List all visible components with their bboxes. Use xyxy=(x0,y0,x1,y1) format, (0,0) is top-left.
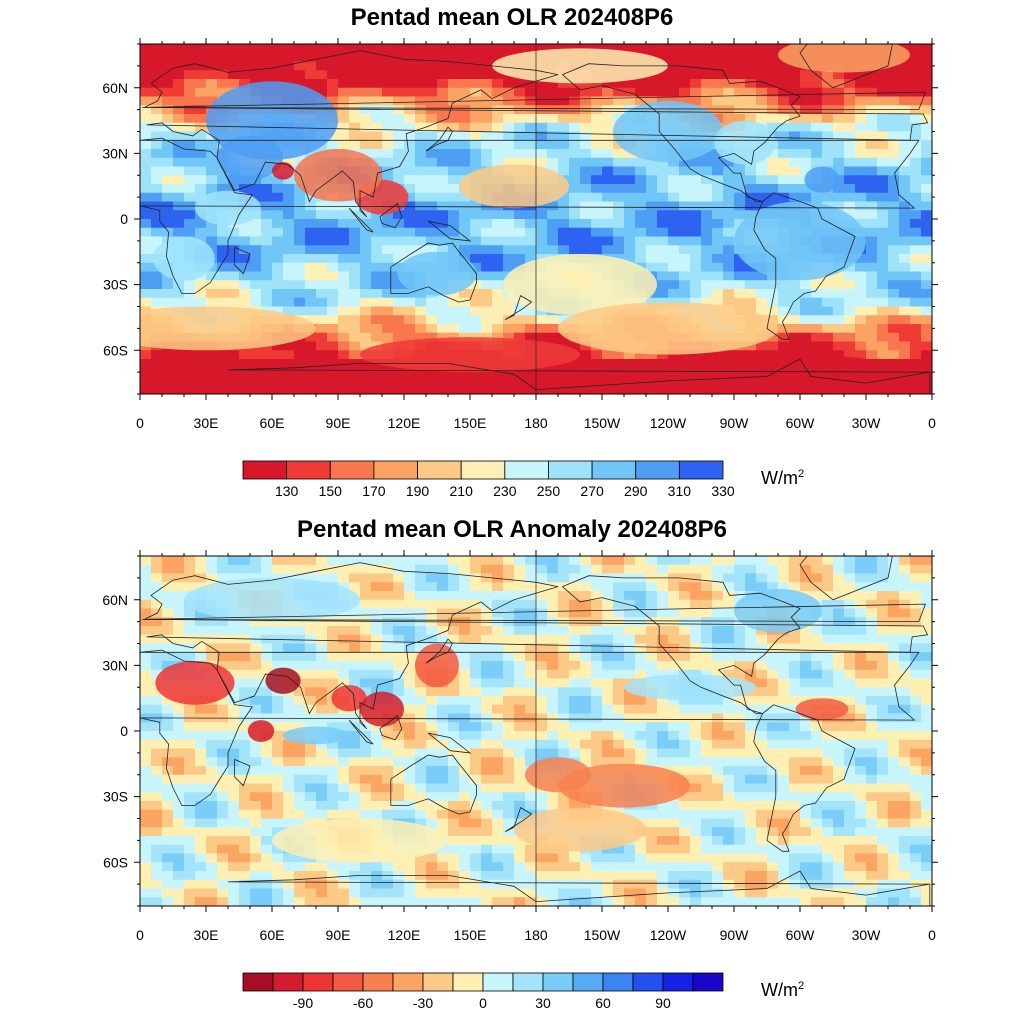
lon-tick-label: 30W xyxy=(852,415,882,431)
lon-tick-label: 150E xyxy=(454,927,487,943)
colorbar-swatch xyxy=(332,972,364,992)
lat-tick-label: 30N xyxy=(102,657,128,673)
colorbar-swatch xyxy=(632,972,664,992)
colorbar-label: -90 xyxy=(293,995,313,1011)
colorbar-label: 130 xyxy=(275,483,299,499)
lat-tick-label: 60S xyxy=(103,342,128,358)
colorbar-label: 0 xyxy=(479,995,487,1011)
colorbar-swatch xyxy=(422,972,454,992)
colorbar-swatch xyxy=(302,972,334,992)
colorbar-swatch xyxy=(242,972,274,992)
lon-tick-label: 30W xyxy=(852,927,882,943)
lon-tick-label: 90W xyxy=(720,415,750,431)
colorbar-swatch xyxy=(373,460,418,480)
colorbar-swatch xyxy=(635,460,680,480)
lon-tick-label: 60E xyxy=(260,927,285,943)
colorbar-label: 210 xyxy=(450,483,474,499)
colorbar-label: 90 xyxy=(655,995,671,1011)
lon-tick-label: 180 xyxy=(524,927,548,943)
lon-tick-label: 180 xyxy=(524,415,548,431)
lon-tick-label: 30E xyxy=(194,415,219,431)
lat-tick-label: 60N xyxy=(102,80,128,96)
lat-tick-label: 30N xyxy=(102,145,128,161)
colorbar-swatch xyxy=(482,972,514,992)
colorbar-swatch xyxy=(602,972,634,992)
lat-tick-label: 30S xyxy=(103,789,128,805)
colorbar-label: 30 xyxy=(535,995,551,1011)
colorbar-swatch xyxy=(678,460,724,480)
lon-tick-label: 60E xyxy=(260,415,285,431)
lon-tick-label: 120E xyxy=(388,415,421,431)
lon-tick-label: 150W xyxy=(584,927,621,943)
colorbar-swatch xyxy=(542,972,574,992)
colorbar-label: 270 xyxy=(580,483,604,499)
colorbar-swatch xyxy=(460,460,506,480)
colorbar-swatch xyxy=(692,972,724,992)
colorbar-label: 170 xyxy=(362,483,386,499)
lon-tick-label: 0 xyxy=(928,927,936,943)
map-title-olr-anomaly: Pentad mean OLR Anomaly 202408P6 xyxy=(297,516,727,543)
colorbar-swatch xyxy=(392,972,424,992)
olr-map-panel: 0 30E 60E 90E 120E 150E 180 150W 120W 90W 60W 30W 0 6… xyxy=(102,38,938,499)
colorbar-label: -30 xyxy=(413,995,433,1011)
colorbar-label: 190 xyxy=(406,483,430,499)
colorbar-swatch xyxy=(452,972,484,992)
lon-tick-label: 120W xyxy=(650,415,687,431)
lon-tick-label: 0 xyxy=(136,415,144,431)
colorbar-unit-olr: W/m2 xyxy=(761,468,805,488)
colorbar-swatch xyxy=(329,460,375,480)
colorbar-unit-olr-anomaly: W/m2 xyxy=(761,980,805,1000)
lat-tick-label: 60S xyxy=(103,854,128,870)
lon-tick-label: 60W xyxy=(786,927,816,943)
colorbar-swatch xyxy=(286,460,331,480)
lon-tick-label: 30E xyxy=(194,927,219,943)
colorbar-swatch xyxy=(242,460,288,480)
colorbar-label: 330 xyxy=(711,483,735,499)
lat-tick-label: 0 xyxy=(120,723,128,739)
colorbar-swatch xyxy=(512,972,544,992)
lat-tick-label: 30S xyxy=(103,277,128,293)
lon-tick-label: 90E xyxy=(326,415,351,431)
lon-tick-label: 90W xyxy=(720,927,750,943)
olr-anomaly-map-panel: 0 30E 60E 90E 120E 150E 180 150W 120W 90W 60W 30W 0 6… xyxy=(102,550,938,1011)
lon-tick-label: 150W xyxy=(584,415,621,431)
lon-tick-label: 90E xyxy=(326,927,351,943)
colorbar-label: 60 xyxy=(595,995,611,1011)
colorbar-swatch xyxy=(548,460,593,480)
lon-tick-label: 150E xyxy=(454,415,487,431)
colorbar-swatch xyxy=(572,972,604,992)
colorbar-label: 310 xyxy=(668,483,692,499)
lon-tick-label: 0 xyxy=(136,927,144,943)
lat-tick-label: 60N xyxy=(102,592,128,608)
colorbar-swatch xyxy=(591,460,637,480)
colorbar-label: 230 xyxy=(493,483,517,499)
lon-tick-label: 120E xyxy=(388,927,421,943)
colorbar-label: 250 xyxy=(537,483,561,499)
lon-tick-label: 60W xyxy=(786,415,816,431)
colorbar-swatch xyxy=(362,972,394,992)
colorbar-label: 290 xyxy=(624,483,648,499)
lat-tick-label: 0 xyxy=(120,211,128,227)
colorbar-label: -60 xyxy=(353,995,373,1011)
colorbar-swatch xyxy=(504,460,549,480)
colorbar-label: 150 xyxy=(319,483,343,499)
map-title-olr: Pentad mean OLR 202408P6 xyxy=(350,4,674,31)
lon-tick-label: 0 xyxy=(928,415,936,431)
colorbar-swatch xyxy=(662,972,694,992)
colorbar-swatch xyxy=(272,972,304,992)
lon-tick-label: 120W xyxy=(650,927,687,943)
colorbar-swatch xyxy=(417,460,462,480)
